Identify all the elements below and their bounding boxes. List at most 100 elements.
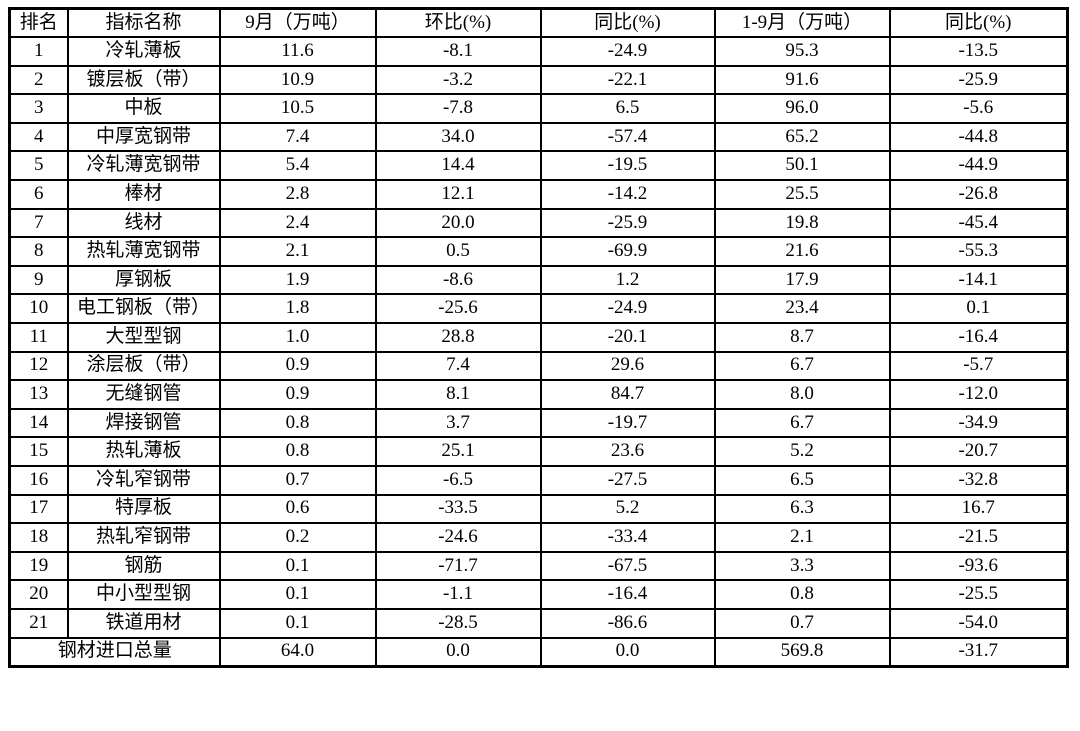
indicator-name-cell: 涂层板（带） — [66, 350, 221, 382]
indicator-name-cell: 大型型钢 — [66, 322, 221, 353]
value-cell: 10.9 — [218, 64, 377, 96]
value-cell: 0.7 — [713, 607, 891, 639]
value-cell: 1.8 — [218, 293, 377, 325]
value-cell: -20.1 — [539, 322, 716, 353]
value-cell: 25.1 — [374, 436, 542, 467]
value-cell: 8.1 — [374, 379, 542, 410]
value-cell: 5.2 — [713, 436, 891, 467]
value-cell: -6.5 — [374, 465, 542, 496]
value-cell: 7.4 — [218, 121, 377, 153]
table-row: 8 热轧薄宽钢带 2.1 0.5 -69.9 21.6 -55.3 — [8, 236, 1069, 267]
value-cell: -86.6 — [539, 607, 716, 639]
value-cell: 29.6 — [539, 350, 716, 382]
indicator-name-cell: 无缝钢管 — [66, 379, 221, 410]
value-cell: 3.7 — [374, 407, 542, 439]
table-row: 18 热轧窄钢带 0.2 -24.6 -33.4 2.1 -21.5 — [8, 522, 1069, 553]
indicator-name-cell: 热轧薄板 — [66, 436, 221, 467]
value-cell: -24.9 — [539, 293, 716, 325]
value-cell: 8.7 — [713, 322, 891, 353]
table-row: 16 冷轧窄钢带 0.7 -6.5 -27.5 6.5 -32.8 — [8, 465, 1069, 496]
indicator-name-cell: 线材 — [66, 207, 221, 239]
value-cell: 5.4 — [218, 150, 377, 182]
value-cell: 0.8 — [713, 579, 891, 610]
table-row: 6 棒材 2.8 12.1 -14.2 25.5 -26.8 — [8, 179, 1069, 210]
value-cell: 0.9 — [218, 379, 377, 410]
table-row: 14 焊接钢管 0.8 3.7 -19.7 6.7 -34.9 — [8, 407, 1069, 439]
value-cell: 0.1 — [888, 293, 1069, 325]
rank-cell: 1 — [8, 36, 69, 67]
value-cell: 6.7 — [713, 407, 891, 439]
table-row: 3 中板 10.5 -7.8 6.5 96.0 -5.6 — [8, 93, 1069, 124]
value-cell: -20.7 — [888, 436, 1069, 467]
table-row: 10 电工钢板（带） 1.8 -25.6 -24.9 23.4 0.1 — [8, 293, 1069, 325]
table-row: 5 冷轧薄宽钢带 5.4 14.4 -19.5 50.1 -44.9 — [8, 150, 1069, 182]
total-value-cell: 569.8 — [713, 636, 891, 668]
indicator-name-cell: 中板 — [66, 93, 221, 124]
value-cell: -13.5 — [888, 36, 1069, 67]
column-header-cell: 同比(%) — [539, 7, 716, 39]
table-row: 20 中小型型钢 0.1 -1.1 -16.4 0.8 -25.5 — [8, 579, 1069, 610]
value-cell: 0.9 — [218, 350, 377, 382]
value-cell: -67.5 — [539, 550, 716, 582]
value-cell: 91.6 — [713, 64, 891, 96]
value-cell: -24.6 — [374, 522, 542, 553]
value-cell: 6.7 — [713, 350, 891, 382]
indicator-name-cell: 冷轧薄宽钢带 — [66, 150, 221, 182]
value-cell: -8.6 — [374, 264, 542, 296]
value-cell: -1.1 — [374, 579, 542, 610]
rank-cell: 12 — [8, 350, 69, 382]
value-cell: 1.9 — [218, 264, 377, 296]
value-cell: 23.6 — [539, 436, 716, 467]
rank-cell: 10 — [8, 293, 69, 325]
total-value-cell: 0.0 — [374, 636, 542, 668]
value-cell: -54.0 — [888, 607, 1069, 639]
rank-cell: 17 — [8, 493, 69, 525]
value-cell: -28.5 — [374, 607, 542, 639]
value-cell: 16.7 — [888, 493, 1069, 525]
value-cell: -16.4 — [539, 579, 716, 610]
value-cell: -33.5 — [374, 493, 542, 525]
rank-cell: 2 — [8, 64, 69, 96]
table-body: 1 冷轧薄板 11.6 -8.1 -24.9 95.3 -13.5 2 镀层板（带） 10.9 -3… — [8, 36, 1069, 668]
value-cell: -5.6 — [888, 93, 1069, 124]
value-cell: 95.3 — [713, 36, 891, 67]
table-row: 15 热轧薄板 0.8 25.1 23.6 5.2 -20.7 — [8, 436, 1069, 467]
rank-cell: 20 — [8, 579, 69, 610]
rank-cell: 16 — [8, 465, 69, 496]
value-cell: 1.0 — [218, 322, 377, 353]
indicator-name-cell: 铁道用材 — [66, 607, 221, 639]
rank-cell: 4 — [8, 121, 69, 153]
total-label-cell: 钢材进口总量 — [8, 636, 221, 668]
value-cell: -25.5 — [888, 579, 1069, 610]
steel-import-table: 排名 指标名称 9月（万吨） 环比(%) 同比(%) 1-9月（万吨） 同比(%) 1 冷轧薄… — [8, 7, 1069, 668]
value-cell: -16.4 — [888, 322, 1069, 353]
value-cell: -93.6 — [888, 550, 1069, 582]
rank-cell: 3 — [8, 93, 69, 124]
value-cell: 25.5 — [713, 179, 891, 210]
column-header-cell: 排名 — [8, 7, 69, 39]
value-cell: 96.0 — [713, 93, 891, 124]
value-cell: -22.1 — [539, 64, 716, 96]
indicator-name-cell: 镀层板（带） — [66, 64, 221, 96]
value-cell: 0.1 — [218, 607, 377, 639]
table-row: 11 大型型钢 1.0 28.8 -20.1 8.7 -16.4 — [8, 322, 1069, 353]
value-cell: 0.8 — [218, 436, 377, 467]
value-cell: 20.0 — [374, 207, 542, 239]
value-cell: 23.4 — [713, 293, 891, 325]
value-cell: 11.6 — [218, 36, 377, 67]
value-cell: 17.9 — [713, 264, 891, 296]
table-row: 21 铁道用材 0.1 -28.5 -86.6 0.7 -54.0 — [8, 607, 1069, 639]
value-cell: -34.9 — [888, 407, 1069, 439]
value-cell: 28.8 — [374, 322, 542, 353]
indicator-name-cell: 钢筋 — [66, 550, 221, 582]
value-cell: -8.1 — [374, 36, 542, 67]
rank-cell: 15 — [8, 436, 69, 467]
value-cell: 0.1 — [218, 579, 377, 610]
value-cell: 21.6 — [713, 236, 891, 267]
value-cell: 84.7 — [539, 379, 716, 410]
value-cell: -26.8 — [888, 179, 1069, 210]
table-row: 2 镀层板（带） 10.9 -3.2 -22.1 91.6 -25.9 — [8, 64, 1069, 96]
value-cell: 0.1 — [218, 550, 377, 582]
indicator-name-cell: 棒材 — [66, 179, 221, 210]
value-cell: -45.4 — [888, 207, 1069, 239]
